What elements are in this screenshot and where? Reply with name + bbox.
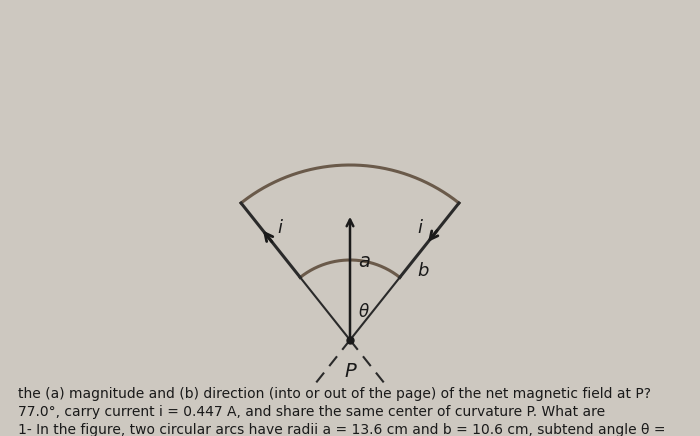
Text: a: a (358, 252, 370, 271)
Text: i: i (418, 218, 423, 237)
Text: i: i (277, 218, 282, 237)
Text: b: b (417, 262, 428, 279)
Text: θ: θ (359, 303, 369, 321)
Text: 77.0°, carry current i = 0.447 A, and share the same center of curvature P. What: 77.0°, carry current i = 0.447 A, and sh… (18, 405, 605, 419)
Text: the (a) magnitude and (b) direction (into or out of the page) of the net magneti: the (a) magnitude and (b) direction (int… (18, 387, 651, 401)
Text: 1- In the figure, two circular arcs have radii a = 13.6 cm and b = 10.6 cm, subt: 1- In the figure, two circular arcs have… (18, 423, 666, 436)
Text: P: P (344, 362, 356, 381)
